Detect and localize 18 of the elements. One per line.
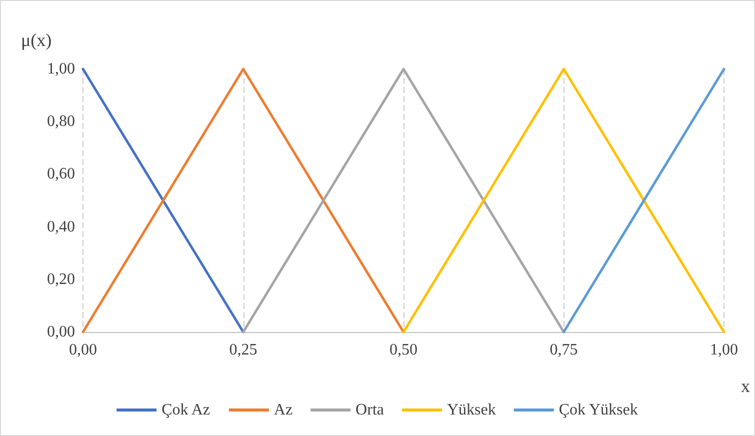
y-tick-label: 0,00: [47, 324, 75, 340]
y-tick-label: 0,40: [47, 218, 75, 236]
y-axis-title: μ(x): [21, 30, 52, 50]
y-tick-label: 0,80: [47, 113, 75, 130]
legend-label: Çok Yüksek: [558, 402, 638, 418]
legend-label: Orta: [356, 402, 384, 418]
x-tick-label: 0,00: [69, 342, 97, 358]
legend-label: Az: [274, 402, 293, 418]
x-tick-label: 0,25: [229, 342, 258, 358]
y-tick-label: 0,20: [47, 270, 75, 288]
y-tick-label: 1,00: [47, 60, 75, 78]
x-tick-label: 1,00: [710, 342, 738, 358]
legend-label: Yüksek: [446, 402, 496, 418]
legend-label: Çok Az: [162, 402, 210, 418]
y-tick-label: 0,60: [47, 166, 75, 183]
x-tick-label: 0,50: [390, 342, 418, 358]
x-axis-title: x: [741, 376, 750, 396]
x-tick-label: 0,75: [550, 342, 578, 358]
